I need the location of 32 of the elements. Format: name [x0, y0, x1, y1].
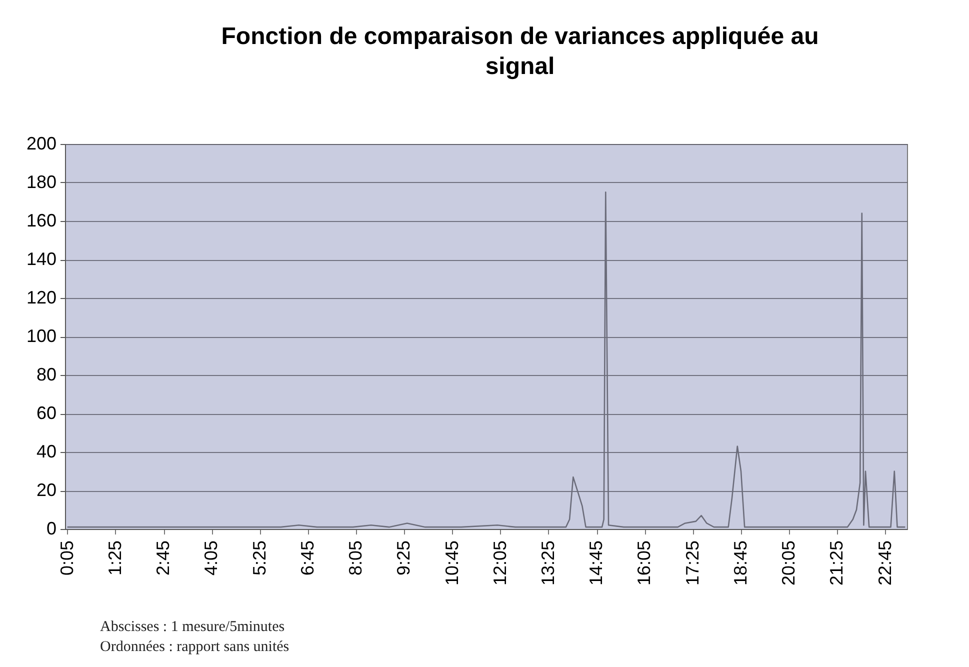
x-tick-label: 9:25 — [394, 540, 414, 576]
y-tick-label: 120 — [26, 288, 56, 308]
x-tick-label: 4:05 — [201, 540, 222, 576]
x-tick-label: 21:25 — [826, 540, 847, 586]
x-tick-label: 8:05 — [346, 540, 366, 576]
y-tick-label: 0 — [46, 518, 56, 538]
x-tick-label: 12:05 — [490, 540, 510, 586]
x-tick-label: 6:45 — [297, 540, 318, 576]
y-tick-label: 180 — [26, 172, 56, 192]
y-tick-label: 100 — [26, 326, 56, 346]
x-tick-label: 20:05 — [778, 540, 799, 586]
y-tick-label: 40 — [36, 442, 56, 462]
text: Abscisses : 1 mesure/5minutes — [100, 618, 286, 637]
y-tick-label: 200 — [26, 134, 56, 154]
x-tick-label: 13:25 — [538, 540, 558, 586]
y-tick-label: 20 — [36, 480, 56, 500]
x-tick-label: 2:45 — [153, 540, 174, 576]
y-tick-label: 60 — [36, 403, 56, 423]
y-tick-label: 160 — [26, 210, 56, 230]
x-tick-label: 16:05 — [634, 540, 654, 586]
x-tick-label: 14:45 — [586, 540, 606, 586]
x-tick-label: 18:45 — [730, 540, 750, 586]
x-tick-label: 10:45 — [442, 540, 462, 586]
x-tick-label: 17:25 — [682, 540, 702, 586]
x-tick-label: 22:45 — [874, 540, 895, 586]
text: Ordonnées : rapport sans unités — [100, 638, 290, 657]
x-tick-label: 0:05 — [56, 540, 77, 576]
y-tick-label: 140 — [26, 249, 56, 269]
x-tick-label: 5:25 — [249, 540, 270, 576]
chart-title: Fonction de comparaison de variances appliquée au signal — [220, 22, 820, 82]
y-tick-label: 80 — [36, 364, 56, 384]
x-tick-label: 1:25 — [104, 540, 125, 576]
